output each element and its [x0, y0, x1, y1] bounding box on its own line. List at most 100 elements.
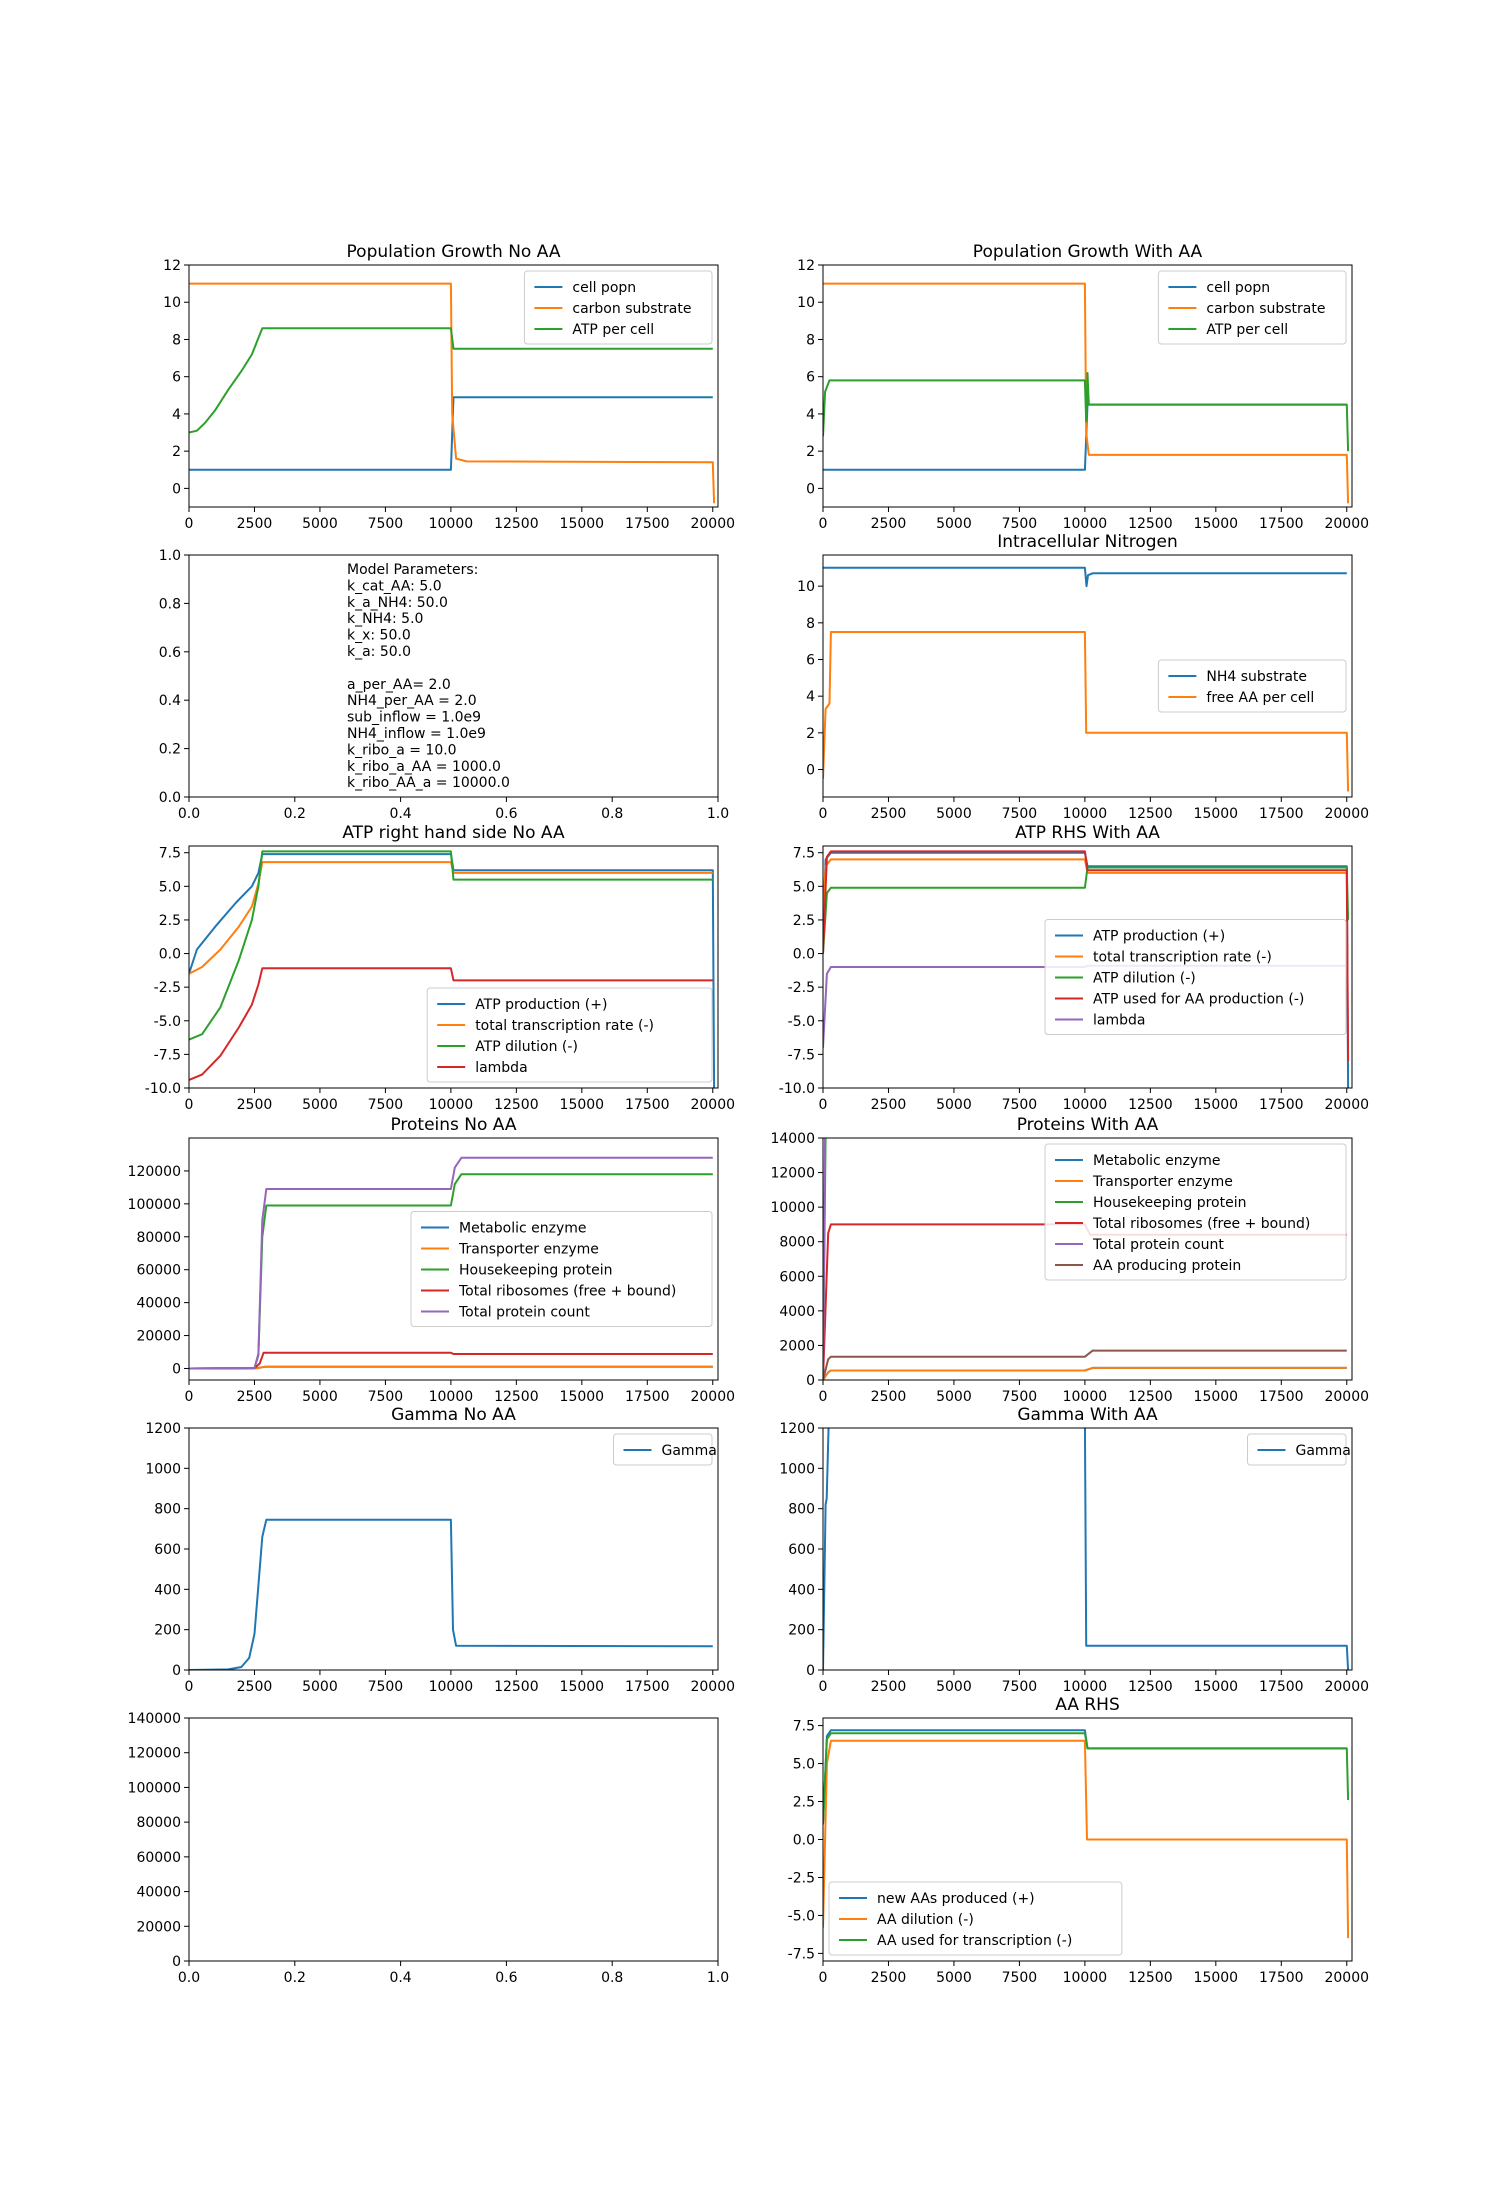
series-line-pop_no_aa-0 — [189, 396, 713, 471]
x-tick-label: 15000 — [1194, 1679, 1239, 1695]
param-text-line: a_per_AA= 2.0 — [347, 677, 451, 693]
series-line-atp_with_aa-2 — [823, 866, 1350, 954]
y-tick-label: 4 — [172, 407, 181, 423]
legend-label: AA producing protein — [1093, 1258, 1241, 1274]
legend: NH4 substrate free AA per cell — [1157, 659, 1347, 713]
legend: ATP production (+) total transcription ra… — [426, 987, 713, 1083]
y-tick-label: 12 — [797, 258, 815, 274]
legend-label: Total protein count — [1092, 1237, 1224, 1253]
legend-box — [426, 987, 713, 1083]
x-tick-label: 2500 — [871, 806, 907, 822]
x-tick-label: 5000 — [936, 516, 972, 532]
legend-label: ATP production (+) — [475, 997, 607, 1013]
x-tick-label: 5000 — [936, 1970, 972, 1986]
chart-title: AA RHS — [1055, 1695, 1120, 1715]
legend-label: Gamma — [662, 1443, 717, 1459]
y-tick-label: 12000 — [770, 1166, 815, 1182]
y-tick-label: 7.5 — [159, 846, 181, 862]
param-text-line: k_x: 50.0 — [347, 628, 411, 644]
legend-label: Total protein count — [458, 1305, 590, 1321]
x-tick-label: 7500 — [368, 1389, 404, 1405]
legend-box — [828, 1881, 1123, 1956]
legend-box — [523, 270, 713, 345]
y-tick-label: 7.5 — [793, 1719, 815, 1735]
legend-label: Housekeeping protein — [1093, 1195, 1246, 1211]
x-tick-label: 0 — [819, 1097, 828, 1113]
x-tick-label: 12500 — [494, 1679, 539, 1695]
y-tick-label: 0.8 — [159, 596, 181, 612]
y-tick-label: 4 — [806, 689, 815, 705]
y-tick-label: 0.0 — [159, 947, 181, 963]
y-tick-label: 120000 — [128, 1746, 181, 1762]
chart-panel-pop_with_aa: 0 2500 5000 7500 10000 12500 15000 17500 20000 0 2… — [797, 242, 1369, 532]
x-tick-label: 0 — [819, 1389, 828, 1405]
x-tick-label: 0.0 — [178, 1970, 200, 1986]
legend-label: carbon substrate — [572, 301, 691, 317]
x-tick-label: 12500 — [494, 1389, 539, 1405]
x-tick-label: 20000 — [1324, 516, 1369, 532]
legend-label: total transcription rate (-) — [475, 1018, 654, 1034]
chart-title: Gamma With AA — [1017, 1405, 1158, 1425]
y-tick-label: 1.0 — [159, 548, 181, 564]
x-tick-label: 17500 — [1259, 1679, 1304, 1695]
x-tick-label: 15000 — [1194, 1389, 1239, 1405]
y-tick-label: 12 — [163, 258, 181, 274]
legend-box — [613, 1433, 713, 1466]
series-line-pop_no_aa-2 — [189, 327, 713, 434]
x-tick-label: 20000 — [1324, 1389, 1369, 1405]
y-tick-label: 0.0 — [159, 790, 181, 806]
y-tick-label: 100000 — [128, 1780, 181, 1796]
y-tick-label: -10.0 — [779, 1081, 815, 1097]
legend-box — [1157, 659, 1347, 713]
x-tick-label: 0.4 — [389, 806, 411, 822]
legend: Gamma — [613, 1433, 717, 1466]
legend-label: AA dilution (-) — [877, 1912, 974, 1928]
x-tick-label: 20000 — [690, 516, 735, 532]
x-tick-label: 7500 — [1002, 806, 1038, 822]
y-tick-label: 6 — [172, 370, 181, 386]
x-tick-label: 15000 — [560, 1097, 605, 1113]
y-tick-label: -10.0 — [145, 1081, 181, 1097]
x-tick-label: 2500 — [237, 1389, 273, 1405]
axes-frame — [188, 264, 719, 508]
series-line-pop_with_aa-1 — [823, 282, 1350, 504]
param-text-line: k_a_NH4: 50.0 — [347, 595, 448, 611]
axes-frame — [822, 1137, 1353, 1381]
legend-label: Transporter enzyme — [458, 1242, 599, 1258]
y-tick-label: 120000 — [128, 1164, 181, 1180]
param-text-line: k_ribo_a_AA = 1000.0 — [347, 759, 501, 775]
y-tick-label: 140000 — [128, 1711, 181, 1727]
x-tick-label: 12500 — [494, 516, 539, 532]
param-text-line: k_a: 50.0 — [347, 644, 411, 660]
y-tick-label: 60000 — [136, 1263, 181, 1279]
series-line-nitrogen-0 — [823, 566, 1347, 588]
y-tick-label: 1200 — [145, 1421, 181, 1437]
series-line-pop_with_aa-0 — [823, 403, 1347, 471]
y-tick-label: -7.5 — [788, 1047, 815, 1063]
y-tick-label: 0 — [172, 1361, 181, 1377]
x-tick-label: 2500 — [871, 1679, 907, 1695]
chart-title: Population Growth No AA — [347, 242, 561, 262]
y-tick-label: 2.5 — [793, 1795, 815, 1811]
y-tick-label: 0 — [172, 481, 181, 497]
x-tick-label: 2500 — [871, 1389, 907, 1405]
legend-label: total transcription rate (-) — [1093, 950, 1272, 966]
x-tick-label: 20000 — [1324, 1970, 1369, 1986]
y-tick-label: 10000 — [770, 1200, 815, 1216]
y-tick-label: 80000 — [136, 1230, 181, 1246]
x-tick-label: 7500 — [1002, 1389, 1038, 1405]
series-line-gamma_with_aa-0 — [823, 1428, 830, 1670]
x-tick-label: 10000 — [1063, 1970, 1108, 1986]
series-line-atp_with_aa-3 — [823, 850, 1350, 1062]
x-tick-label: 1.0 — [707, 806, 729, 822]
axes-frame — [822, 264, 1353, 508]
y-tick-label: -2.5 — [788, 1870, 815, 1886]
chart-title: ATP RHS With AA — [1015, 823, 1160, 843]
y-tick-label: 8 — [806, 332, 815, 348]
y-tick-label: 800 — [788, 1502, 815, 1518]
legend-label: ATP dilution (-) — [1093, 971, 1196, 987]
x-tick-label: 15000 — [1194, 1097, 1239, 1113]
chart-panel-atp_no_aa: 0 2500 5000 7500 10000 12500 15000 17500 20000 -1… — [145, 823, 735, 1113]
y-tick-label: 0.0 — [793, 1833, 815, 1849]
y-tick-label: 600 — [788, 1542, 815, 1558]
